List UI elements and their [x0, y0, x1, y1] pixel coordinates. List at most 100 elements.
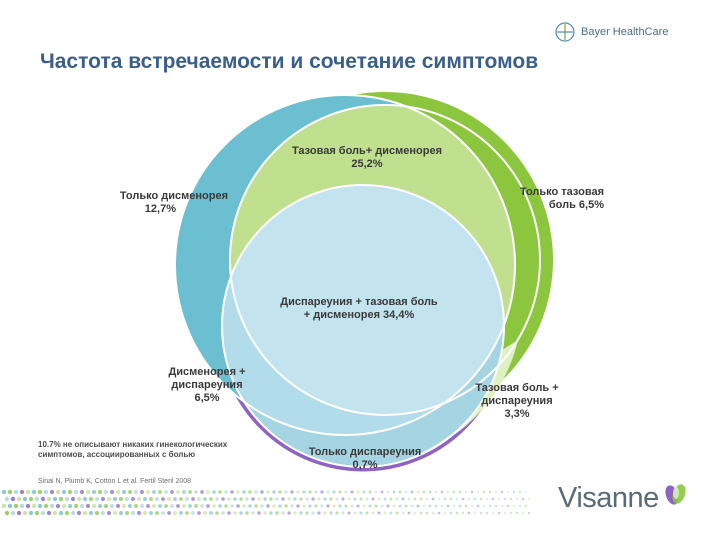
decorative-dot: [16, 510, 22, 516]
decorative-dot: [521, 511, 525, 515]
decorative-dot: [152, 504, 156, 508]
decorative-dot: [443, 497, 447, 501]
decorative-dot: [323, 511, 327, 515]
decorative-dot: [335, 497, 339, 501]
decorative-dot: [302, 504, 306, 508]
decorative-dot: [362, 490, 366, 494]
decorative-dot: [299, 497, 303, 501]
decorative-dot: [374, 504, 378, 508]
decorative-dot: [179, 497, 183, 501]
decorative-dot: [299, 511, 303, 515]
decorative-dot: [278, 504, 282, 508]
decorative-dot: [290, 504, 294, 508]
decorative-dot: [362, 504, 366, 508]
decorative-dot: [338, 504, 342, 508]
decorative-dot: [82, 510, 88, 516]
decorative-dot: [518, 490, 522, 494]
decorative-dot: [221, 511, 225, 515]
decorative-dot: [500, 490, 504, 494]
decorative-dot: [263, 497, 267, 501]
decorative-dot: [170, 504, 174, 508]
decorative-dot: [425, 497, 429, 501]
decorative-dot: [347, 497, 351, 501]
decorative-dot: [527, 511, 530, 515]
decorative-dot: [260, 504, 264, 508]
decorative-dot: [311, 497, 315, 501]
decorative-dot: [224, 490, 228, 494]
decorative-dot: [476, 490, 480, 494]
decorative-dot: [395, 497, 399, 501]
decorative-dot: [212, 490, 216, 494]
decorative-dot: [254, 504, 258, 508]
decorative-dot: [94, 496, 100, 502]
decorative-dot: [518, 504, 522, 508]
decorative-dot: [176, 490, 180, 494]
decorative-dot: [215, 497, 219, 501]
decorative-dot: [134, 504, 138, 508]
decorative-dot: [209, 497, 213, 501]
decorative-dot: [281, 511, 285, 515]
decorative-dot: [269, 511, 273, 515]
decorative-dot: [218, 504, 222, 508]
decorative-dot: [167, 511, 171, 515]
decorative-dot: [182, 490, 186, 494]
decorative-dot: [416, 504, 420, 508]
decorative-dot: [344, 504, 348, 508]
decorative-dot: [419, 497, 423, 501]
decorative-dot: [149, 511, 153, 515]
decorative-dot: [326, 504, 330, 508]
decorative-dot: [431, 511, 435, 515]
label-pelvic-dysmenorrhea: Тазовая боль+ дисменорея 25,2%: [291, 145, 443, 170]
decorative-dot: [239, 511, 243, 515]
decorative-dot: [4, 496, 10, 502]
decorative-dot: [392, 504, 396, 508]
decorative-dot: [7, 489, 13, 495]
decorative-dot: [179, 511, 183, 515]
decorative-dot: [332, 490, 336, 494]
decorative-dot: [37, 489, 43, 495]
decorative-dot: [146, 490, 150, 494]
decorative-dot: [521, 497, 525, 501]
decorative-dot: [482, 504, 486, 508]
decorative-dot: [497, 497, 501, 501]
label-dysmenorrhea-dyspareunia: Дисменорея + диспареуния 6,5%: [168, 366, 246, 404]
decorative-dot: [263, 511, 267, 515]
decorative-dot: [10, 496, 16, 502]
decorative-dot: [46, 510, 52, 516]
decorative-dot: [161, 497, 165, 501]
decorative-dot: [257, 511, 261, 515]
decorative-dot: [28, 510, 34, 516]
decorative-dot: [73, 489, 79, 495]
decorative-dot: [386, 504, 390, 508]
decorative-dot: [416, 490, 420, 494]
decorative-dot: [470, 490, 474, 494]
decorative-dot-band: [1, 489, 530, 516]
decorative-dot: [464, 490, 468, 494]
decorative-dot: [76, 510, 82, 516]
decorative-dot: [209, 511, 213, 515]
decorative-dot: [515, 511, 519, 515]
decorative-dot: [371, 511, 375, 515]
decorative-dot: [458, 504, 462, 508]
decorative-dot: [428, 490, 432, 494]
visanne-logo-text: Visanne: [558, 482, 659, 514]
decorative-dot: [227, 497, 231, 501]
decorative-dot: [317, 511, 321, 515]
decorative-dot: [55, 503, 61, 509]
decorative-dot: [119, 511, 123, 515]
decorative-dot: [470, 504, 474, 508]
decorative-dot: [221, 497, 225, 501]
decorative-dot: [233, 511, 237, 515]
decorative-dot: [197, 497, 201, 501]
decorative-dot: [284, 504, 288, 508]
decorative-dot: [116, 490, 120, 494]
decorative-dot: [368, 504, 372, 508]
decorative-dot: [94, 510, 100, 516]
decorative-dot: [314, 504, 318, 508]
decorative-dot: [137, 511, 141, 515]
decorative-dot: [431, 497, 435, 501]
decorative-dot: [419, 511, 423, 515]
decorative-dot: [28, 496, 34, 502]
decorative-dot: [173, 511, 177, 515]
